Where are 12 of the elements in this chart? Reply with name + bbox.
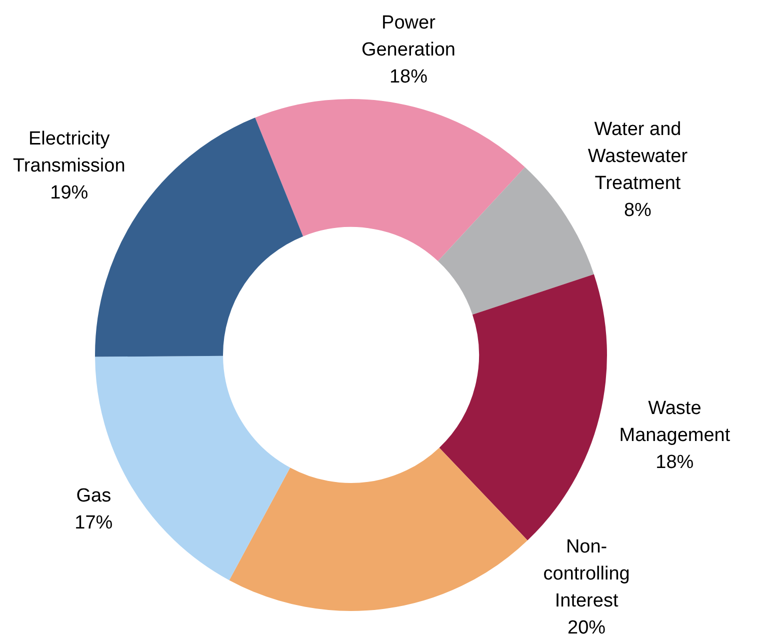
data-label: 18% xyxy=(656,452,694,473)
slice-label: Gas xyxy=(76,485,112,506)
data-label: 20% xyxy=(568,618,606,639)
data-label: 18% xyxy=(389,66,428,88)
data-label: 17% xyxy=(74,512,113,534)
slice-label: Water and Wastewater Treatment xyxy=(588,118,688,194)
data-label: 8% xyxy=(624,200,652,221)
slice-label: Waste Management xyxy=(619,398,731,446)
data-label: 19% xyxy=(50,182,88,204)
slice-label: Electricity Transmission xyxy=(13,128,126,177)
slice-label: Power Generation xyxy=(361,12,456,61)
slice-label: Non-controlling Interest xyxy=(543,536,630,612)
